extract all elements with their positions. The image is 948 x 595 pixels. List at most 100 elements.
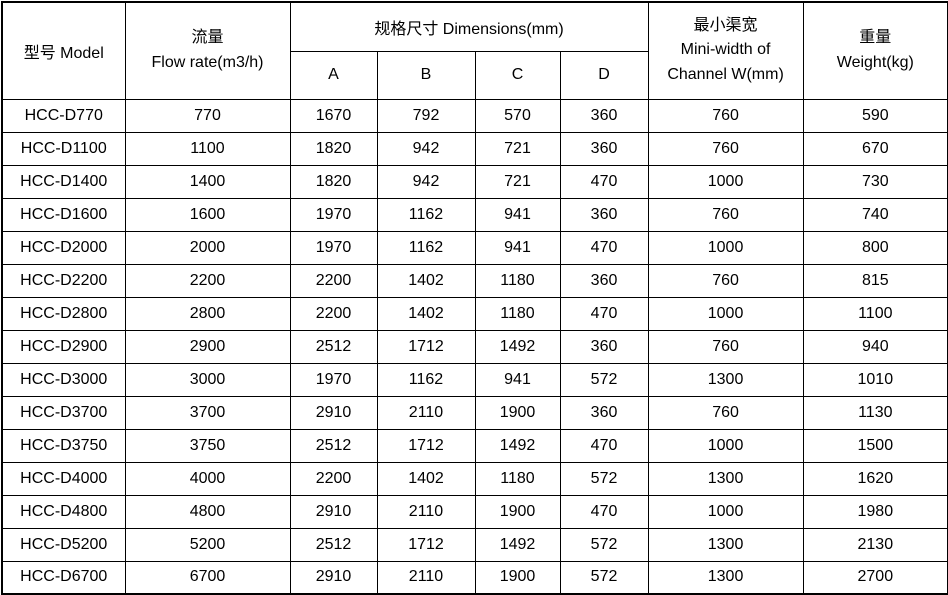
dim-c-cell: 721 xyxy=(474,131,561,166)
flow-rate-cell: 2900 xyxy=(124,329,291,364)
weight-cell: 2130 xyxy=(802,527,948,562)
model-cell: HCC-D1600 xyxy=(1,197,126,232)
dim-a-cell: 2512 xyxy=(289,527,378,562)
channel-width-cell: 1000 xyxy=(647,164,804,199)
weight-cell: 2700 xyxy=(802,560,948,595)
flow-rate-cell: 3750 xyxy=(124,428,291,463)
dim-a-cell: 2512 xyxy=(289,329,378,364)
dim-b-cell: 942 xyxy=(376,131,476,166)
table-row: HCC-D4000 4000 2200 1402 1180 572 1300 1620 xyxy=(1,461,948,496)
dim-d-cell: 470 xyxy=(559,494,649,529)
dim-b-cell: 2110 xyxy=(376,494,476,529)
table-row: HCC-D1600 1600 1970 1162 941 360 760 740 xyxy=(1,197,948,232)
dim-b-cell: 1402 xyxy=(376,296,476,331)
channel-width-cell: 1300 xyxy=(647,527,804,562)
table-row: HCC-D1400 1400 1820 942 721 470 1000 730 xyxy=(1,164,948,199)
dim-d-cell: 360 xyxy=(559,263,649,298)
header-weight-cn: 重量 xyxy=(859,28,892,46)
dim-c-cell: 570 xyxy=(474,98,561,133)
channel-width-cell: 760 xyxy=(647,131,804,166)
dim-b-cell: 1162 xyxy=(376,362,476,397)
header-dim-c: C xyxy=(474,50,561,100)
header-dimensions-group: 规格尺寸 Dimensions(mm) xyxy=(289,1,649,52)
dim-c-cell: 721 xyxy=(474,164,561,199)
channel-width-cell: 1000 xyxy=(647,428,804,463)
header-row-2: A B C D xyxy=(2,50,948,100)
weight-cell: 1500 xyxy=(802,428,948,463)
weight-cell: 1100 xyxy=(802,296,948,331)
channel-width-cell: 1000 xyxy=(647,296,804,331)
channel-width-cell: 1300 xyxy=(647,461,804,496)
dim-c-cell: 1180 xyxy=(474,263,561,298)
header-channel-width: 最小渠宽 Mini-width of Channel W(mm) xyxy=(647,1,804,100)
model-cell: HCC-D1100 xyxy=(1,131,126,166)
table-row: HCC-D3000 3000 1970 1162 941 572 1300 1010 xyxy=(1,362,948,397)
dim-d-cell: 360 xyxy=(559,131,649,166)
dim-a-cell: 2910 xyxy=(289,560,378,595)
dim-b-cell: 2110 xyxy=(376,395,476,430)
dim-b-cell: 1162 xyxy=(376,230,476,265)
dim-c-cell: 1180 xyxy=(474,296,561,331)
dim-a-cell: 2200 xyxy=(289,461,378,496)
model-cell: HCC-D770 xyxy=(1,98,126,133)
channel-width-cell: 760 xyxy=(647,395,804,430)
model-cell: HCC-D3000 xyxy=(1,362,126,397)
flow-rate-cell: 2800 xyxy=(124,296,291,331)
dim-a-cell: 1970 xyxy=(289,230,378,265)
dim-d-cell: 360 xyxy=(559,197,649,232)
model-cell: HCC-D6700 xyxy=(1,560,126,595)
dim-d-cell: 572 xyxy=(559,560,649,595)
header-dim-b: B xyxy=(376,50,476,100)
model-cell: HCC-D2900 xyxy=(1,329,126,364)
header-dimensions-label: 规格尺寸 Dimensions(mm) xyxy=(374,20,564,38)
table-body: HCC-D770 770 1670 792 570 360 760 590 HCC-D1100 1… xyxy=(1,98,948,595)
weight-cell: 800 xyxy=(802,230,948,265)
dim-b-cell: 1402 xyxy=(376,263,476,298)
header-flow-en: Flow rate(m3/h) xyxy=(151,53,264,71)
dim-a-cell: 1820 xyxy=(289,131,378,166)
dim-a-cell: 2512 xyxy=(289,428,378,463)
header-weight-en: Weight(kg) xyxy=(836,53,914,71)
header-dim-d: D xyxy=(559,50,649,100)
table-row: HCC-D1100 1100 1820 942 721 360 760 670 xyxy=(1,131,948,166)
table-row: HCC-D2200 2200 2200 1402 1180 360 760 815 xyxy=(1,263,948,298)
model-cell: HCC-D1400 xyxy=(1,164,126,199)
weight-cell: 1980 xyxy=(802,494,948,529)
dim-a-cell: 2200 xyxy=(289,296,378,331)
weight-cell: 670 xyxy=(802,131,948,166)
channel-width-cell: 1300 xyxy=(647,362,804,397)
header-weight: 重量 Weight(kg) xyxy=(802,1,948,100)
header-model: 型号 Model xyxy=(1,1,126,100)
dim-d-cell: 572 xyxy=(559,362,649,397)
model-cell: HCC-D4000 xyxy=(1,461,126,496)
dim-b-cell: 1712 xyxy=(376,329,476,364)
header-flow-rate: 流量 Flow rate(m3/h) xyxy=(124,1,291,100)
dim-d-cell: 360 xyxy=(559,98,649,133)
header-model-label: 型号 Model xyxy=(23,44,104,62)
dim-c-cell: 1492 xyxy=(474,428,561,463)
weight-cell: 590 xyxy=(802,98,948,133)
flow-rate-cell: 1400 xyxy=(124,164,291,199)
model-cell: HCC-D3750 xyxy=(1,428,126,463)
flow-rate-cell: 1100 xyxy=(124,131,291,166)
dim-c-cell: 1900 xyxy=(474,494,561,529)
header-flow-cn: 流量 xyxy=(191,28,224,46)
dim-a-cell: 2910 xyxy=(289,395,378,430)
channel-width-cell: 760 xyxy=(647,197,804,232)
table-row: HCC-D2800 2800 2200 1402 1180 470 1000 1100 xyxy=(1,296,948,331)
flow-rate-cell: 2000 xyxy=(124,230,291,265)
dim-b-cell: 1162 xyxy=(376,197,476,232)
dim-b-cell: 792 xyxy=(376,98,476,133)
table-row: HCC-D770 770 1670 792 570 360 760 590 xyxy=(1,98,948,133)
channel-width-cell: 1000 xyxy=(647,494,804,529)
header-channel-en2: Channel W(mm) xyxy=(667,66,784,84)
model-cell: HCC-D5200 xyxy=(1,527,126,562)
dim-d-cell: 470 xyxy=(559,230,649,265)
table-row: HCC-D2000 2000 1970 1162 941 470 1000 800 xyxy=(1,230,948,265)
flow-rate-cell: 770 xyxy=(124,98,291,133)
dim-c-cell: 1900 xyxy=(474,395,561,430)
flow-rate-cell: 4800 xyxy=(124,494,291,529)
weight-cell: 815 xyxy=(802,263,948,298)
dim-d-cell: 470 xyxy=(559,164,649,199)
